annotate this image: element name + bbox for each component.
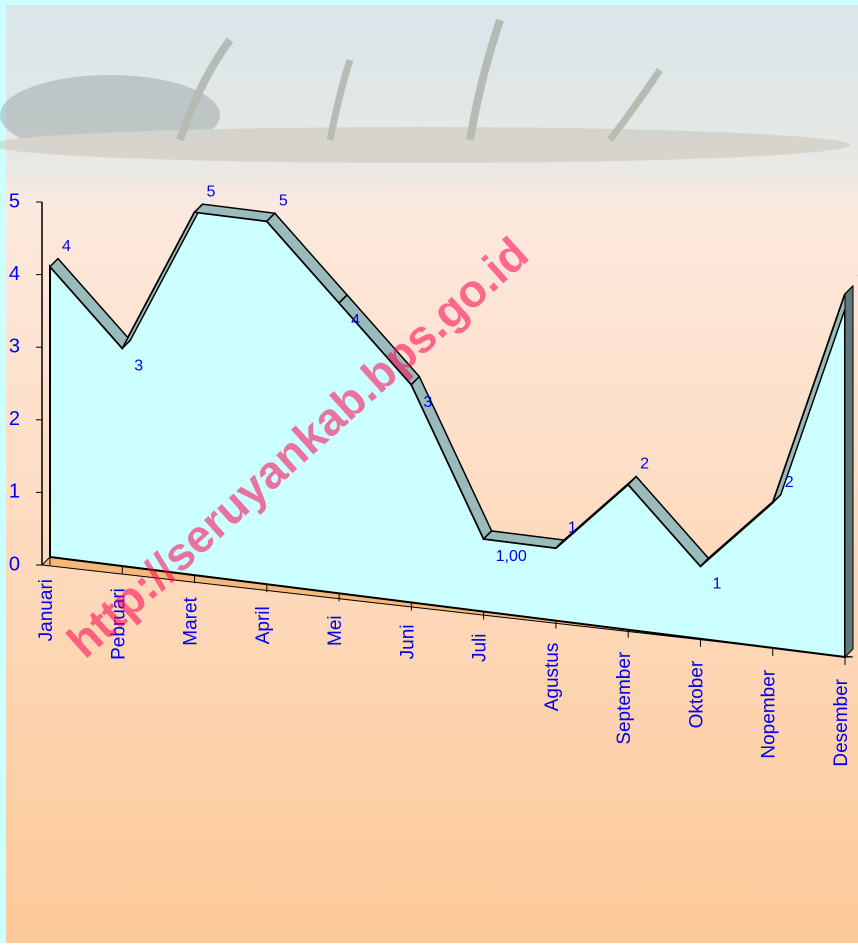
x-tick-label: Maret xyxy=(181,596,202,645)
x-tick-label: Nopember xyxy=(759,669,780,758)
side xyxy=(844,284,854,659)
x-tick-label: Juli xyxy=(470,634,491,663)
data-label: 5 xyxy=(279,192,288,209)
x-tick-label: Oktober xyxy=(686,660,707,728)
y-tick-label: 4 xyxy=(9,263,20,285)
y-tick-label: 1 xyxy=(9,481,20,503)
x-tick-label: April xyxy=(253,606,274,644)
data-label: 3 xyxy=(134,358,143,375)
data-label: 4 xyxy=(62,238,71,255)
data-label: 3 xyxy=(423,394,432,411)
data-label: 1,00 xyxy=(496,548,527,565)
data-label: 4 xyxy=(351,312,360,329)
x-tick-label: Mei xyxy=(325,615,346,646)
data-label: 1 xyxy=(568,519,577,536)
x-tick-label: Juni xyxy=(397,624,418,659)
y-tick-label: 3 xyxy=(9,335,20,357)
x-tick-label: September xyxy=(614,651,635,745)
y-tick-label: 2 xyxy=(9,408,20,430)
data-label: 2 xyxy=(785,474,794,491)
x-tick-label: Pebruari xyxy=(108,588,129,660)
x-tick-label: Agustus xyxy=(542,643,563,712)
data-label: 1 xyxy=(712,575,721,592)
y-tick-label: 5 xyxy=(9,190,20,212)
palm-scenery xyxy=(0,18,850,163)
x-tick-label: Desember xyxy=(831,678,852,766)
y-tick-label: 0 xyxy=(9,553,20,575)
x-tick-label: Januari xyxy=(36,579,57,641)
data-label: 5 xyxy=(207,183,216,200)
data-label: 2 xyxy=(640,456,649,473)
